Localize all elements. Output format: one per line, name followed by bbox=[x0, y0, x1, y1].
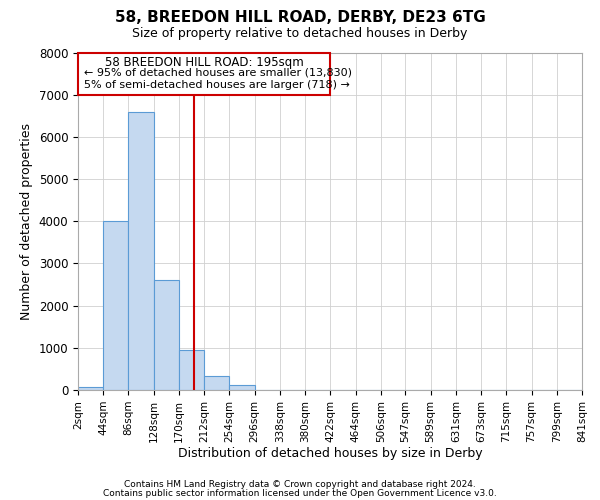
Bar bbox=[128, 112, 154, 390]
Bar bbox=[179, 350, 204, 390]
Bar bbox=[103, 221, 128, 390]
Text: 5% of semi-detached houses are larger (718) →: 5% of semi-detached houses are larger (7… bbox=[84, 80, 350, 90]
Y-axis label: Number of detached properties: Number of detached properties bbox=[20, 122, 33, 320]
Text: Size of property relative to detached houses in Derby: Size of property relative to detached ho… bbox=[133, 28, 467, 40]
Text: ← 95% of detached houses are smaller (13,830): ← 95% of detached houses are smaller (13… bbox=[84, 68, 352, 78]
Bar bbox=[229, 384, 254, 390]
Text: 58 BREEDON HILL ROAD: 195sqm: 58 BREEDON HILL ROAD: 195sqm bbox=[105, 56, 304, 69]
X-axis label: Distribution of detached houses by size in Derby: Distribution of detached houses by size … bbox=[178, 448, 482, 460]
Bar bbox=[204, 376, 229, 390]
Text: Contains public sector information licensed under the Open Government Licence v3: Contains public sector information licen… bbox=[103, 490, 497, 498]
Bar bbox=[154, 280, 179, 390]
Bar bbox=[78, 52, 331, 94]
Text: 58, BREEDON HILL ROAD, DERBY, DE23 6TG: 58, BREEDON HILL ROAD, DERBY, DE23 6TG bbox=[115, 10, 485, 25]
Text: Contains HM Land Registry data © Crown copyright and database right 2024.: Contains HM Land Registry data © Crown c… bbox=[124, 480, 476, 489]
Bar bbox=[78, 386, 103, 390]
